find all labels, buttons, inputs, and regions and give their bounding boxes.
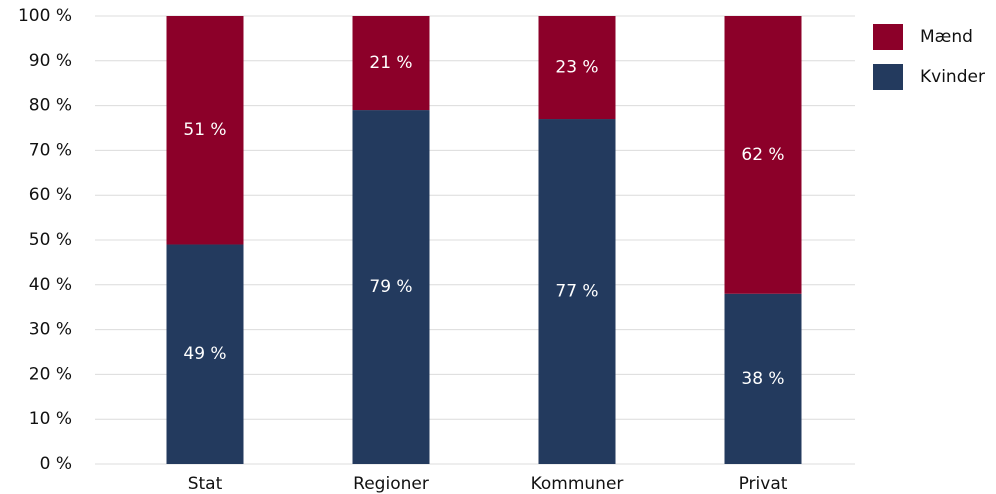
legend-label: Mænd: [920, 27, 973, 47]
y-tick-label: 60 %: [29, 185, 72, 205]
y-tick-label: 80 %: [29, 96, 72, 116]
bar-segment: [724, 16, 802, 294]
data-label: 49 %: [183, 344, 226, 364]
legend-swatch: [873, 24, 903, 50]
data-label: 23 %: [555, 58, 598, 78]
data-label: 62 %: [741, 145, 784, 165]
bar-segment: [724, 293, 802, 464]
y-tick-label: 100 %: [18, 6, 72, 26]
y-tick-label: 10 %: [29, 409, 72, 429]
data-label: 38 %: [741, 369, 784, 389]
legend-label: Kvinder: [920, 67, 985, 87]
y-tick-label: 50 %: [29, 230, 72, 250]
y-tick-label: 40 %: [29, 275, 72, 295]
bar-segment: [538, 16, 616, 120]
x-tick-label: Privat: [739, 474, 788, 494]
legend-swatch: [873, 64, 903, 90]
y-tick-label: 0 %: [40, 454, 72, 474]
bar-segment: [352, 16, 430, 111]
x-tick-label: Stat: [188, 474, 223, 494]
x-tick-label: Regioner: [353, 474, 429, 494]
bar-segment: [166, 16, 244, 245]
data-label: 21 %: [369, 53, 412, 73]
bar-segment: [166, 244, 244, 464]
data-label: 79 %: [369, 277, 412, 297]
y-tick-label: 90 %: [29, 51, 72, 71]
data-label: 51 %: [183, 120, 226, 140]
y-tick-label: 20 %: [29, 364, 72, 384]
x-tick-label: Kommuner: [531, 474, 624, 494]
y-tick-label: 30 %: [29, 320, 72, 340]
data-label: 77 %: [555, 282, 598, 302]
y-tick-label: 70 %: [29, 140, 72, 160]
bar-segment: [352, 110, 430, 464]
bar-segment: [538, 119, 616, 464]
